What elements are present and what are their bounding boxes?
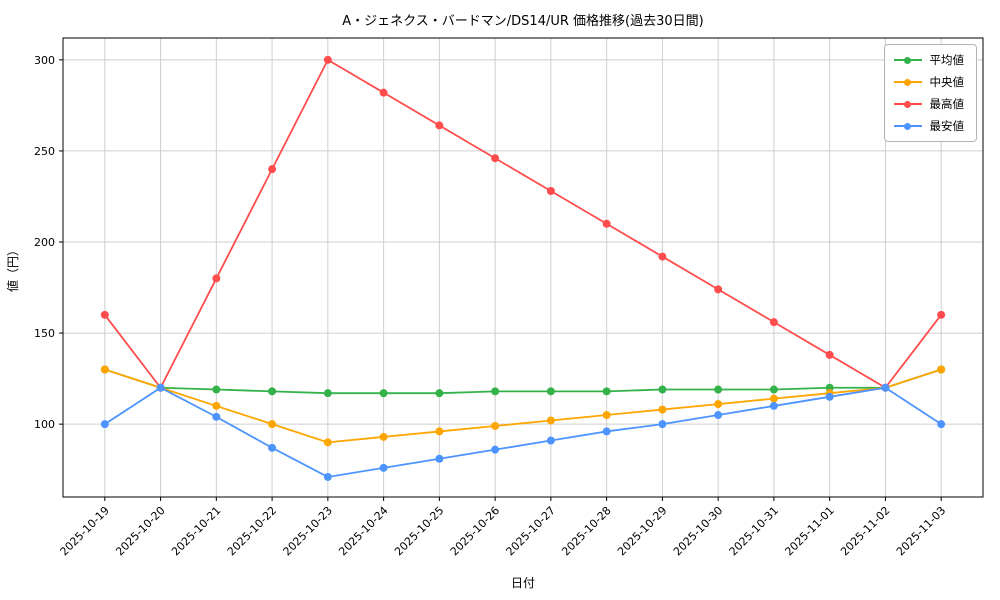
data-point [212, 274, 221, 283]
data-point [268, 387, 277, 396]
data-point [602, 219, 611, 228]
data-point [491, 445, 500, 454]
y-tick-label: 300 [34, 54, 55, 67]
data-point [714, 400, 723, 409]
x-tick-label: 2025-10-26 [448, 504, 502, 558]
data-point [323, 55, 332, 64]
x-tick-label: 2025-10-30 [671, 504, 725, 558]
data-point [714, 385, 723, 394]
data-point [937, 310, 946, 319]
data-point [379, 432, 388, 441]
data-point [546, 387, 555, 396]
legend-label-median: 中央値 [929, 75, 965, 89]
data-point [435, 454, 444, 463]
data-point [379, 389, 388, 398]
x-tick-label: 2025-10-21 [169, 504, 223, 558]
data-point [212, 412, 221, 421]
x-tick-label: 2025-10-20 [113, 504, 167, 558]
data-point [435, 121, 444, 130]
chart-title: A・ジェネクス・バードマン/DS14/UR 価格推移(過去30日間) [342, 13, 703, 29]
data-point [491, 421, 500, 430]
legend-item-max: 最高値 [893, 96, 965, 112]
y-tick-label: 100 [34, 418, 55, 431]
x-tick-label: 2025-10-22 [225, 504, 279, 558]
data-point [212, 401, 221, 410]
x-tick-label: 2025-10-27 [504, 504, 558, 558]
data-point [714, 411, 723, 420]
y-tick-label: 150 [34, 327, 55, 340]
data-point [658, 385, 667, 394]
data-point [769, 401, 778, 410]
series-line [104, 368, 942, 444]
data-point [602, 427, 611, 436]
x-tick-label: 2025-10-23 [281, 504, 335, 558]
data-point [435, 427, 444, 436]
data-point [546, 187, 555, 195]
series-line [104, 386, 942, 478]
data-point [491, 154, 500, 163]
data-point [658, 420, 667, 429]
data-point [268, 420, 277, 429]
data-point [714, 285, 723, 294]
x-tick-label: 2025-11-01 [782, 504, 836, 558]
data-point [491, 387, 500, 396]
data-point [937, 420, 946, 429]
x-tick-label: 2025-10-25 [392, 504, 446, 558]
legend-marker-min [893, 121, 922, 131]
data-point [212, 385, 221, 394]
data-point [435, 389, 444, 398]
data-point [379, 88, 388, 97]
data-point [268, 165, 277, 174]
x-tick-label: 2025-10-29 [615, 504, 669, 558]
data-point [100, 420, 109, 429]
legend-label-mean: 平均値 [929, 53, 965, 67]
data-point [658, 405, 667, 414]
y-tick-label: 200 [34, 236, 55, 249]
data-point [769, 385, 778, 394]
y-tick-label: 250 [34, 145, 55, 158]
series-line [104, 58, 942, 390]
legend-marker-max [893, 99, 922, 109]
data-point [546, 416, 555, 425]
legend-item-mean: 平均値 [893, 52, 965, 68]
data-point [379, 463, 388, 472]
y-axis-label: 値（円） [5, 244, 20, 292]
data-point [100, 310, 109, 319]
data-point [825, 383, 834, 392]
x-tick-label: 2025-11-02 [838, 504, 892, 558]
legend-item-median: 中央値 [893, 74, 965, 90]
legend-marker-mean [893, 55, 922, 65]
data-point [268, 443, 277, 452]
plot-border [62, 37, 984, 498]
legend-label-min: 最安値 [929, 119, 965, 133]
data-point [881, 383, 890, 392]
series-line [104, 368, 942, 395]
data-point [323, 472, 332, 481]
data-point [769, 318, 778, 327]
x-tick-label: 2025-10-31 [727, 504, 781, 558]
legend-item-min: 最安値 [893, 118, 965, 134]
data-point [658, 252, 667, 261]
legend: 平均値 中央値 最高値 最安値 [883, 44, 977, 142]
x-tick-label: 2025-10-24 [336, 504, 390, 558]
data-point [769, 394, 778, 403]
data-point [602, 411, 611, 420]
data-point [825, 350, 834, 359]
data-point [825, 392, 834, 401]
data-point [100, 365, 109, 374]
data-point [323, 438, 332, 447]
x-tick-label: 2025-10-28 [559, 504, 613, 558]
data-point [937, 365, 946, 374]
data-point [323, 389, 332, 398]
legend-marker-median [893, 77, 922, 87]
x-tick-label: 2025-10-19 [58, 504, 112, 558]
data-point [602, 387, 611, 396]
legend-label-max: 最高値 [929, 97, 965, 111]
data-point [156, 383, 165, 392]
x-axis-label: 日付 [511, 576, 535, 590]
x-tick-label: 2025-11-03 [894, 504, 948, 558]
data-point [546, 436, 555, 445]
